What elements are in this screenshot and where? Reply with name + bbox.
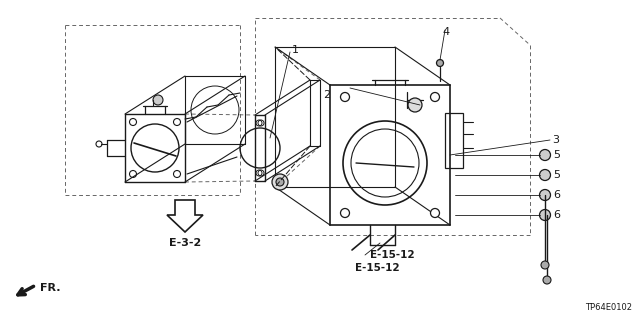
- Text: 4: 4: [442, 27, 449, 37]
- Circle shape: [543, 276, 551, 284]
- Text: 6: 6: [553, 190, 560, 200]
- Text: FR.: FR.: [40, 283, 61, 293]
- Circle shape: [541, 261, 549, 269]
- Circle shape: [431, 209, 440, 218]
- Circle shape: [540, 170, 550, 180]
- Text: E-15-12: E-15-12: [370, 250, 415, 260]
- Text: 5: 5: [553, 170, 560, 180]
- Text: 2: 2: [323, 90, 330, 100]
- Circle shape: [340, 209, 349, 218]
- Circle shape: [408, 98, 422, 112]
- Circle shape: [153, 95, 163, 105]
- Text: TP64E0102: TP64E0102: [585, 303, 632, 312]
- Circle shape: [276, 178, 284, 186]
- Text: 5: 5: [553, 150, 560, 160]
- Circle shape: [540, 189, 550, 201]
- Circle shape: [540, 149, 550, 161]
- Text: 6: 6: [553, 210, 560, 220]
- Text: 3: 3: [552, 135, 559, 145]
- Circle shape: [431, 92, 440, 101]
- Text: E-15-12: E-15-12: [355, 263, 399, 273]
- Circle shape: [540, 210, 550, 220]
- Circle shape: [340, 92, 349, 101]
- Text: E-3-2: E-3-2: [169, 238, 201, 248]
- Circle shape: [436, 60, 444, 67]
- Bar: [445, 113, 463, 168]
- Circle shape: [272, 174, 288, 190]
- Text: 1: 1: [292, 45, 299, 55]
